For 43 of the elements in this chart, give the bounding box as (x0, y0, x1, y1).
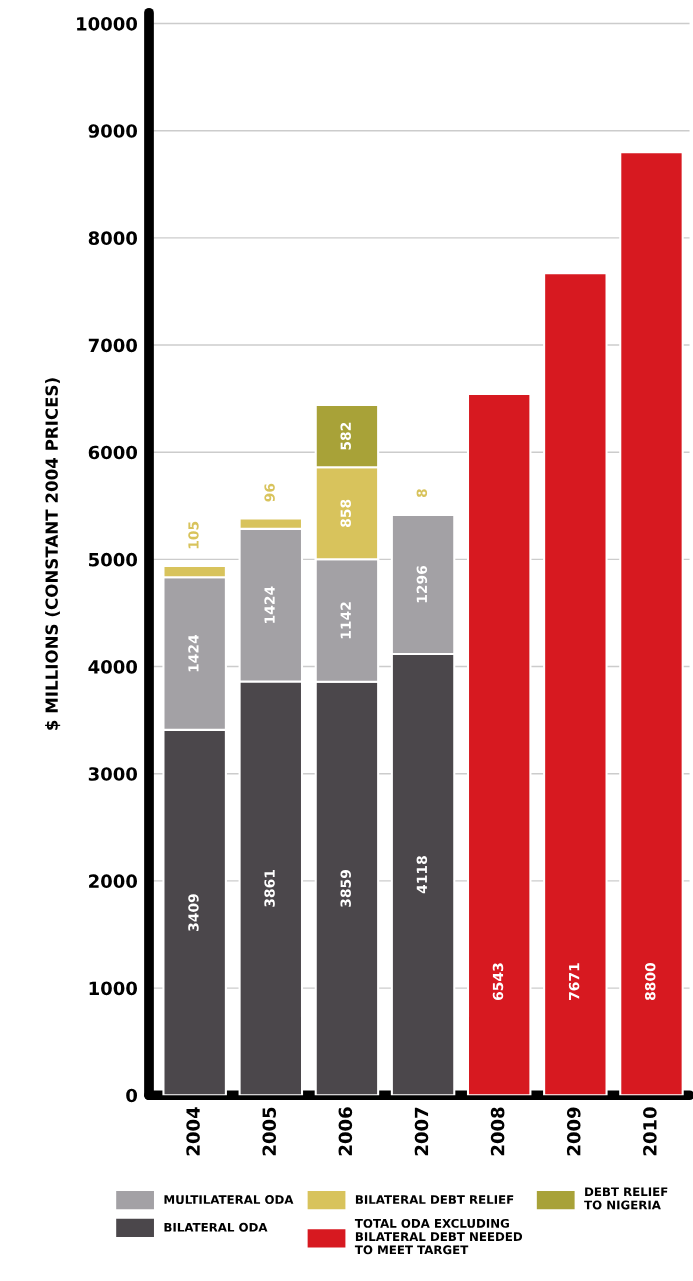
data-label: 1424 (188, 634, 199, 672)
legend-label: BILATERAL DEBT RELIEF (355, 1195, 514, 1204)
bar (543, 272, 608, 1096)
y-tick-label: 4000 (88, 660, 138, 674)
x-tick-label: 2006 (338, 1107, 353, 1156)
data-label: 1296 (416, 565, 428, 603)
data-label: 3861 (264, 869, 275, 907)
y-tick-label: 3000 (88, 767, 138, 781)
y-tick-label: 6000 (88, 445, 138, 460)
data-label: 1424 (264, 586, 275, 623)
data-label: 3859 (340, 870, 351, 907)
data-label: 1142 (340, 602, 351, 639)
x-tick-label: 2009 (566, 1107, 581, 1156)
data-label: 6543 (492, 963, 504, 1001)
x-tick-label: 2007 (414, 1107, 429, 1156)
y-tick-label: 9000 (88, 124, 138, 138)
y-tick-label: 7000 (88, 338, 138, 353)
y-tick-label: 8000 (88, 231, 138, 245)
x-tick-label: 2004 (186, 1107, 200, 1156)
data-label: 3409 (188, 894, 199, 931)
data-label: 4118 (416, 856, 428, 894)
legend-label: TOTAL ODA EXCLUDING BILATERAL DEBT NEEDED TO MEET TARGET (354, 1218, 523, 1255)
y-axis-title: $ MILLIONS (CONSTANT 2004 PRICES) (45, 378, 61, 730)
data-label: 7671 (568, 963, 580, 1000)
data-label: 8800 (644, 962, 656, 1001)
y-tick-label: 1000 (89, 981, 138, 996)
legend-label: BILATERAL ODA (164, 1222, 268, 1232)
legend-label: MULTILATERAL ODA (164, 1195, 294, 1205)
data-label: 8 (416, 489, 428, 498)
x-tick-label: 2008 (490, 1107, 505, 1156)
y-tick-label: 10000 (77, 16, 138, 31)
data-label: 582 (340, 422, 351, 450)
data-label: 96 (264, 483, 275, 502)
bar (466, 392, 532, 1096)
x-tick-label: 2005 (262, 1107, 277, 1156)
data-label: 858 (340, 499, 351, 527)
x-tick-label: 2010 (643, 1107, 657, 1156)
bar (619, 151, 684, 1096)
y-tick-label: 2000 (89, 874, 138, 889)
legend-label: DEBT RELIEF TO NIGERIA (584, 1187, 668, 1210)
y-tick-label: 0 (126, 1088, 138, 1103)
data-label: 105 (188, 521, 199, 549)
y-tick-label: 5000 (89, 552, 138, 567)
